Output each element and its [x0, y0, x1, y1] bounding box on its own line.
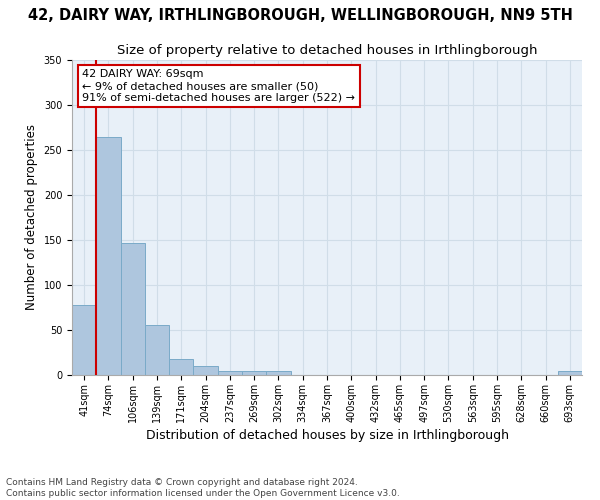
- Bar: [96, 136, 121, 375]
- X-axis label: Distribution of detached houses by size in Irthlingborough: Distribution of detached houses by size …: [146, 429, 509, 442]
- Bar: [169, 359, 193, 375]
- Bar: [193, 366, 218, 375]
- Bar: [242, 372, 266, 375]
- Bar: [218, 372, 242, 375]
- Bar: [558, 372, 582, 375]
- Y-axis label: Number of detached properties: Number of detached properties: [25, 124, 38, 310]
- Title: Size of property relative to detached houses in Irthlingborough: Size of property relative to detached ho…: [117, 44, 537, 58]
- Bar: [266, 372, 290, 375]
- Bar: [121, 242, 145, 375]
- Bar: [72, 305, 96, 375]
- Text: 42 DAIRY WAY: 69sqm
← 9% of detached houses are smaller (50)
91% of semi-detache: 42 DAIRY WAY: 69sqm ← 9% of detached hou…: [82, 70, 355, 102]
- Text: 42, DAIRY WAY, IRTHLINGBOROUGH, WELLINGBOROUGH, NN9 5TH: 42, DAIRY WAY, IRTHLINGBOROUGH, WELLINGB…: [28, 8, 572, 22]
- Text: Contains HM Land Registry data © Crown copyright and database right 2024.
Contai: Contains HM Land Registry data © Crown c…: [6, 478, 400, 498]
- Bar: [145, 324, 169, 375]
